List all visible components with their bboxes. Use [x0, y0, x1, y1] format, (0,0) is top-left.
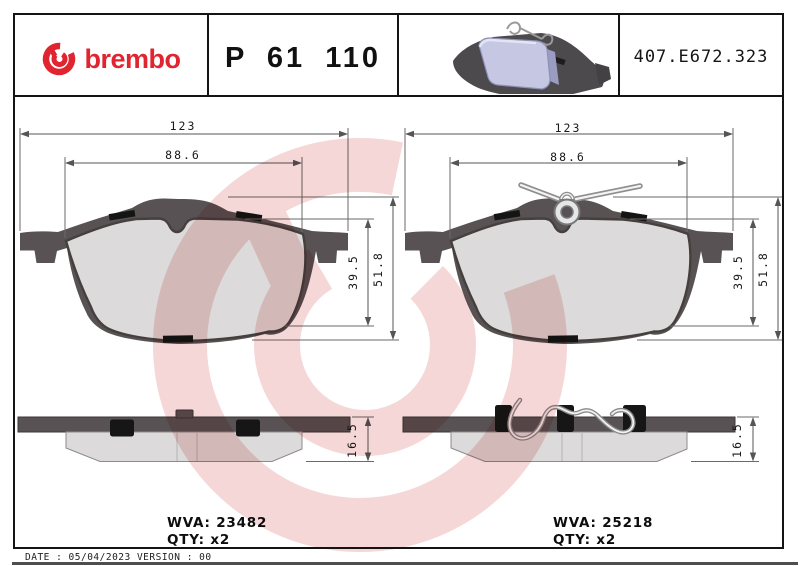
- pad-reference-labels: WVA: 23482 QTY: x2 WVA: 25218 QTY: x2: [167, 515, 653, 548]
- bottom-rule: [12, 562, 798, 565]
- dim-friction-height-right: 39.5: [731, 254, 745, 290]
- side-clip-left: [110, 419, 134, 437]
- dim-pad-width-right: 88.6: [550, 150, 586, 164]
- front-view-right-pad: [403, 126, 786, 346]
- wva-label-right: WVA: 25218: [553, 515, 653, 531]
- side-clip-right: [236, 419, 260, 437]
- dim-total-height-right: 51.8: [756, 251, 770, 287]
- brembo-watermark: [153, 138, 567, 552]
- qty-label-left: QTY: x2: [167, 532, 230, 548]
- footer-date-version: DATE : 05/04/2023 VERSION : 00: [25, 552, 212, 563]
- dim-total-width-right: 123: [555, 121, 582, 135]
- dim-pad-width-left: 88.6: [165, 148, 201, 162]
- dim-total-height-left: 51.8: [371, 251, 385, 287]
- dim-total-width-left: 123: [170, 119, 197, 133]
- qty-label-right: QTY: x2: [553, 532, 616, 548]
- dim-friction-height-left: 39.5: [346, 254, 360, 290]
- wear-sensor: [518, 182, 643, 226]
- side-view-right-pad: [402, 397, 760, 462]
- wva-label-left: WVA: 23482: [167, 515, 267, 531]
- dim-thickness-right: 16.5: [730, 422, 744, 458]
